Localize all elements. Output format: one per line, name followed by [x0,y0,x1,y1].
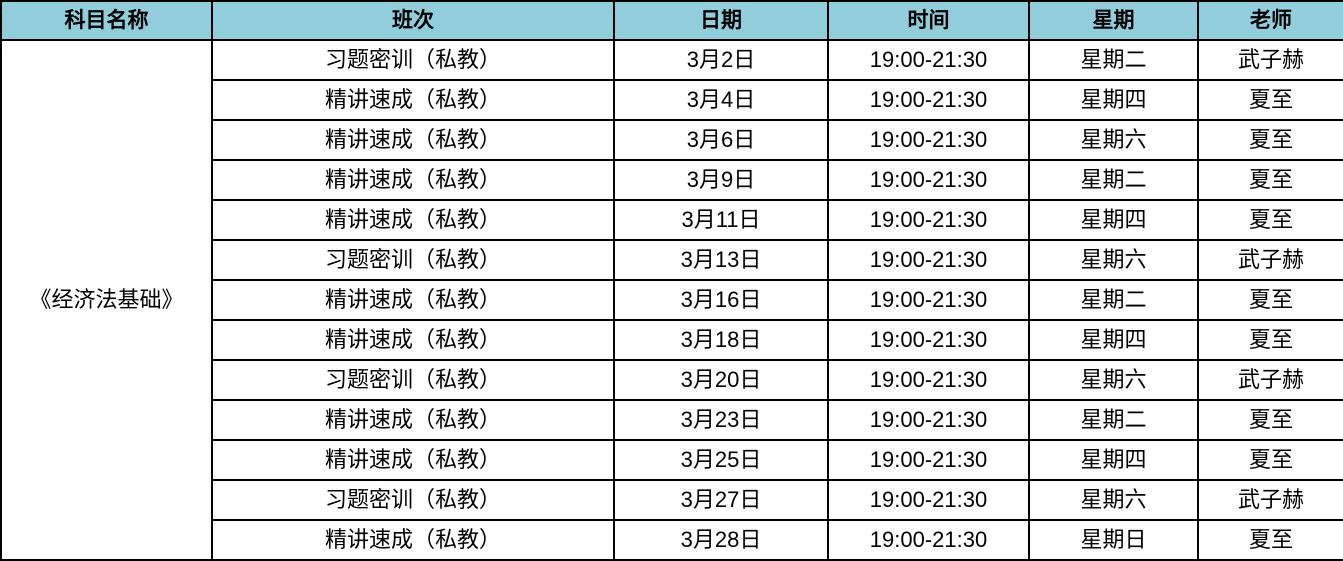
week-cell: 星期二 [1028,39,1199,81]
class-cell: 精讲速成（私教） [211,119,615,161]
date-cell: 3月18日 [613,319,829,361]
time-cell: 19:00-21:30 [827,319,1030,361]
week-cell: 星期六 [1028,239,1199,281]
week-cell: 星期日 [1028,519,1199,561]
date-cell: 3月28日 [613,519,829,561]
teacher-cell: 夏至 [1197,519,1343,561]
time-cell: 19:00-21:30 [827,479,1030,521]
time-cell: 19:00-21:30 [827,119,1030,161]
teacher-cell: 武子赫 [1197,479,1343,521]
time-cell: 19:00-21:30 [827,359,1030,401]
teacher-cell: 武子赫 [1197,239,1343,281]
time-cell: 19:00-21:30 [827,39,1030,81]
class-cell: 习题密训（私教） [211,359,615,401]
class-cell: 习题密训（私教） [211,39,615,81]
teacher-cell: 夏至 [1197,79,1343,121]
teacher-cell: 夏至 [1197,279,1343,321]
week-cell: 星期二 [1028,399,1199,441]
date-cell: 3月9日 [613,159,829,201]
week-cell: 星期四 [1028,319,1199,361]
table-row: 习题密训（私教） 3月20日 19:00-21:30 星期六 武子赫 [1,359,1343,401]
header-cell-teacher: 老师 [1197,0,1343,41]
table-row: 精讲速成（私教） 3月4日 19:00-21:30 星期四 夏至 [1,79,1343,121]
week-cell: 星期四 [1028,439,1199,481]
teacher-cell: 武子赫 [1197,359,1343,401]
time-cell: 19:00-21:30 [827,519,1030,561]
time-cell: 19:00-21:30 [827,239,1030,281]
class-cell: 精讲速成（私教） [211,319,615,361]
table-row: 精讲速成（私教） 3月6日 19:00-21:30 星期六 夏至 [1,119,1343,161]
teacher-cell: 夏至 [1197,119,1343,161]
week-cell: 星期六 [1028,359,1199,401]
table-row: 精讲速成（私教） 3月11日 19:00-21:30 星期四 夏至 [1,199,1343,241]
table-row: 精讲速成（私教） 3月23日 19:00-21:30 星期二 夏至 [1,399,1343,441]
teacher-cell: 夏至 [1197,159,1343,201]
teacher-cell: 夏至 [1197,319,1343,361]
date-cell: 3月13日 [613,239,829,281]
week-cell: 星期六 [1028,479,1199,521]
date-cell: 3月23日 [613,399,829,441]
subject-cell: 《经济法基础》 [0,39,213,561]
table-row: 精讲速成（私教） 3月9日 19:00-21:30 星期二 夏至 [1,159,1343,201]
time-cell: 19:00-21:30 [827,399,1030,441]
class-cell: 精讲速成（私教） [211,399,615,441]
class-cell: 精讲速成（私教） [211,279,615,321]
teacher-cell: 武子赫 [1197,39,1343,81]
date-cell: 3月16日 [613,279,829,321]
header-cell-class: 班次 [211,0,615,41]
table-row: 精讲速成（私教） 3月25日 19:00-21:30 星期四 夏至 [1,439,1343,481]
time-cell: 19:00-21:30 [827,439,1030,481]
week-cell: 星期四 [1028,199,1199,241]
time-cell: 19:00-21:30 [827,199,1030,241]
date-cell: 3月25日 [613,439,829,481]
header-cell-week: 星期 [1028,0,1199,41]
date-cell: 3月6日 [613,119,829,161]
class-cell: 习题密训（私教） [211,479,615,521]
week-cell: 星期六 [1028,119,1199,161]
date-cell: 3月2日 [613,39,829,81]
teacher-cell: 夏至 [1197,199,1343,241]
time-cell: 19:00-21:30 [827,79,1030,121]
header-cell-date: 日期 [613,0,829,41]
header-cell-time: 时间 [827,0,1030,41]
teacher-cell: 夏至 [1197,399,1343,441]
week-cell: 星期四 [1028,79,1199,121]
week-cell: 星期二 [1028,159,1199,201]
table-row: 精讲速成（私教） 3月16日 19:00-21:30 星期二 夏至 [1,279,1343,321]
table-row: 精讲速成（私教） 3月18日 19:00-21:30 星期四 夏至 [1,319,1343,361]
date-cell: 3月27日 [613,479,829,521]
class-cell: 精讲速成（私教） [211,159,615,201]
class-cell: 精讲速成（私教） [211,199,615,241]
teacher-cell: 夏至 [1197,439,1343,481]
table-row: 精讲速成（私教） 3月28日 19:00-21:30 星期日 夏至 [1,519,1343,561]
date-cell: 3月11日 [613,199,829,241]
date-cell: 3月4日 [613,79,829,121]
class-cell: 习题密训（私教） [211,239,615,281]
table-row: 习题密训（私教） 3月13日 19:00-21:30 星期六 武子赫 [1,239,1343,281]
date-cell: 3月20日 [613,359,829,401]
table-row: 习题密训（私教） 3月27日 19:00-21:30 星期六 武子赫 [1,479,1343,521]
time-cell: 19:00-21:30 [827,159,1030,201]
class-cell: 精讲速成（私教） [211,79,615,121]
time-cell: 19:00-21:30 [827,279,1030,321]
header-cell-subject: 科目名称 [0,0,213,41]
week-cell: 星期二 [1028,279,1199,321]
table-header-row: 科目名称 班次 日期 时间 星期 老师 [0,0,1343,41]
class-cell: 精讲速成（私教） [211,439,615,481]
table-row: 《经济法基础》 习题密训（私教） 3月2日 19:00-21:30 星期二 武子… [0,39,1343,561]
class-cell: 精讲速成（私教） [211,519,615,561]
